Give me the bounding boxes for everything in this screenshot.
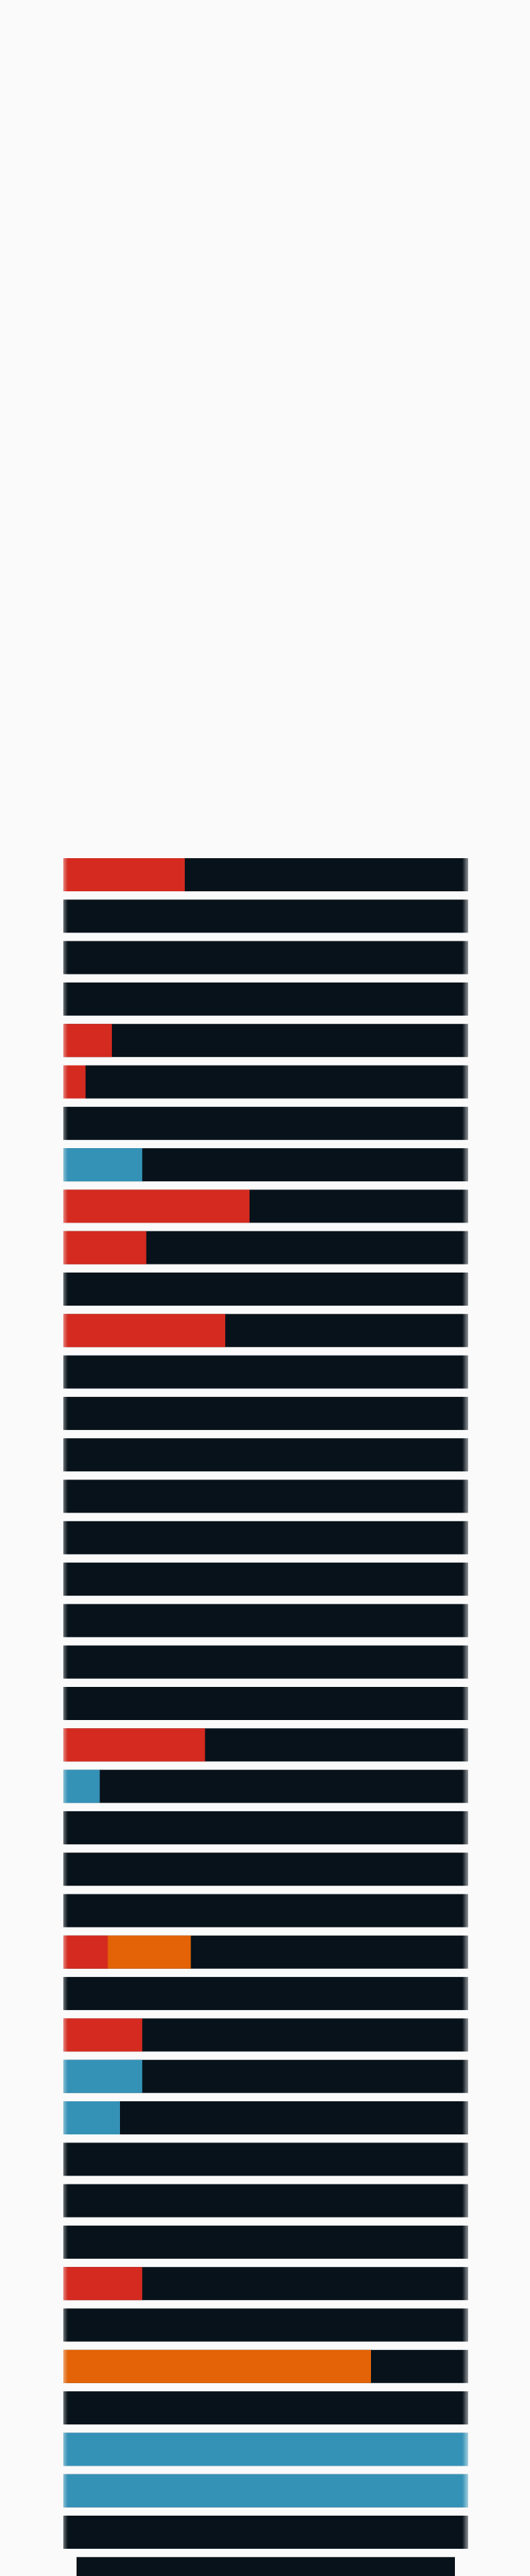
bar-row <box>63 1521 468 1554</box>
bar-row <box>63 2516 468 2549</box>
bar-remainder <box>63 1769 468 1803</box>
bar-segment-red <box>63 2018 143 2052</box>
bar-segment-red <box>63 1189 250 1223</box>
bar-segment-red <box>63 1728 205 1762</box>
bar-segment-blue <box>63 2432 468 2466</box>
bar-row <box>63 1231 468 1264</box>
bar-remainder <box>63 1687 468 1720</box>
bar-row <box>77 2557 455 2576</box>
bar-remainder <box>63 1024 468 1058</box>
bar-remainder <box>63 1521 468 1554</box>
bar-row <box>63 1894 468 1928</box>
bar-segment-red <box>63 1935 108 1969</box>
bar-remainder <box>63 1065 468 1099</box>
bar-remainder <box>63 899 468 933</box>
bar-row <box>63 1853 468 1886</box>
bar-remainder <box>63 1853 468 1886</box>
bar-row <box>63 1148 468 1182</box>
bar-segment-orange <box>63 2349 371 2383</box>
bar-segment-blue <box>63 2474 468 2508</box>
bar-segment-red <box>63 1314 225 1348</box>
bar-row <box>63 982 468 1016</box>
bar-remainder <box>63 1396 468 1430</box>
bar-row <box>63 2184 468 2218</box>
bar-row <box>63 1563 468 1596</box>
bar-segment-red <box>63 1065 86 1099</box>
bar-remainder <box>63 1977 468 2011</box>
bar-row <box>63 1728 468 1762</box>
bar-remainder <box>63 2225 468 2259</box>
bar-row <box>63 2018 468 2052</box>
bar-remainder <box>63 941 468 974</box>
bar-row <box>63 2225 468 2259</box>
bar-remainder <box>77 2557 455 2576</box>
bar-row <box>63 1024 468 1058</box>
bar-remainder <box>63 2391 468 2425</box>
bar-remainder <box>63 1645 468 1679</box>
bar-remainder <box>63 2516 468 2549</box>
bar-row <box>63 858 468 891</box>
bar-remainder <box>63 1479 468 1513</box>
bar-row <box>63 899 468 933</box>
bar-row <box>63 1769 468 1803</box>
bar-row <box>63 1314 468 1348</box>
bar-segment-orange <box>107 1935 191 1969</box>
bar-row <box>63 2432 468 2466</box>
bar-remainder <box>63 1106 468 1140</box>
bar-segment-blue <box>63 2101 120 2134</box>
bar-remainder <box>63 1355 468 1389</box>
bar-remainder <box>63 2184 468 2218</box>
bar-row <box>63 1438 468 1472</box>
bar-segment-blue <box>63 1769 100 1803</box>
bar-remainder <box>63 1811 468 1844</box>
bar-remainder <box>63 1438 468 1472</box>
bar-segment-blue <box>63 1148 143 1182</box>
bar-remainder <box>63 2101 468 2134</box>
bar-row <box>63 2391 468 2425</box>
bar-remainder <box>63 1273 468 1306</box>
bar-row <box>63 1935 468 1969</box>
bar-segment-red <box>63 1024 112 1058</box>
bar-row <box>63 1189 468 1223</box>
bar-segment-blue <box>63 2059 143 2093</box>
bar-remainder <box>63 982 468 1016</box>
bar-row <box>63 2142 468 2176</box>
bar-row <box>63 1396 468 1430</box>
bar-row <box>63 1645 468 1679</box>
bar-row <box>63 2101 468 2134</box>
bar-row <box>63 2474 468 2508</box>
bar-row <box>63 2059 468 2093</box>
bar-remainder <box>63 2308 468 2342</box>
bar-row <box>63 1811 468 1844</box>
bar-row <box>63 2308 468 2342</box>
bar-row <box>63 1687 468 1720</box>
bar-row <box>63 1273 468 1306</box>
bar-row <box>63 941 468 974</box>
bar-row <box>63 2267 468 2301</box>
bar-remainder <box>63 2142 468 2176</box>
bar-remainder <box>63 1894 468 1928</box>
bar-remainder <box>63 1604 468 1638</box>
bar-segment-red <box>63 2267 143 2301</box>
bar-segment-red <box>63 858 185 891</box>
bar-row <box>63 1479 468 1513</box>
bar-row <box>63 1355 468 1389</box>
bar-remainder <box>63 1563 468 1596</box>
bar-row <box>63 2349 468 2383</box>
bar-row <box>63 1106 468 1140</box>
bar-row <box>63 1977 468 2011</box>
bar-row <box>63 1604 468 1638</box>
bar-row <box>63 1065 468 1099</box>
bar-segment-red <box>63 1231 146 1264</box>
